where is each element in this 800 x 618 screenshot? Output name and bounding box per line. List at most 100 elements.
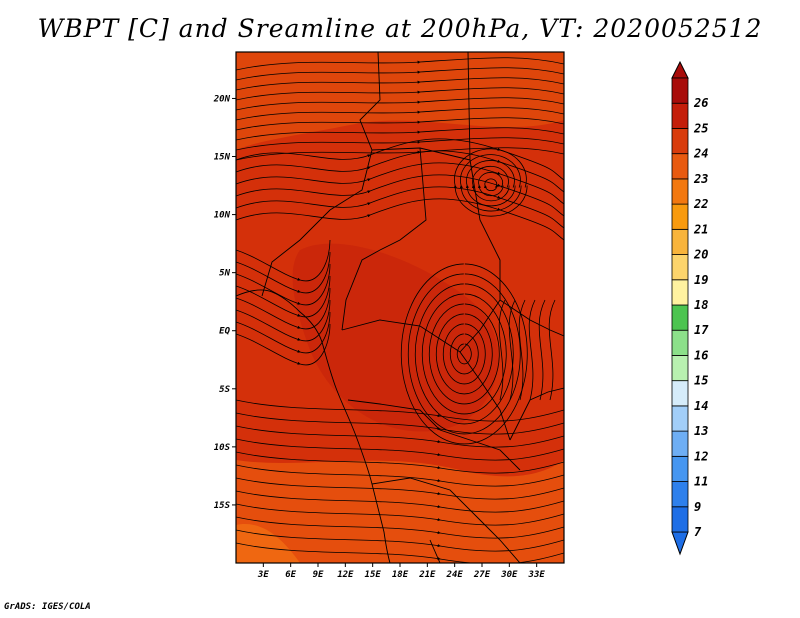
west-coastline	[236, 289, 391, 563]
colorbar-label: 16	[694, 348, 708, 362]
streamline	[400, 263, 528, 445]
colorbar: 7 9 11 12 13 14 15 16 17 18 19 20 21 22 23 24 25 26	[671, 60, 709, 556]
lat-tick-label: 10N	[214, 211, 231, 221]
colorbar-swatch	[671, 304, 689, 331]
lon-tick-label: 15E	[365, 570, 382, 580]
colorbar-label: 18	[694, 298, 708, 312]
longitude-axis: 3E 6E 9E 12E 15E 18E 21E 24E 27E 30E 33E	[257, 563, 545, 580]
streamline	[236, 137, 564, 151]
border-horn	[499, 299, 564, 337]
streamline	[236, 117, 564, 131]
colorbar-swatch	[671, 380, 689, 407]
streamline	[518, 299, 526, 401]
streamline	[236, 87, 564, 101]
streamline	[236, 57, 564, 71]
colorbar-top-arrow	[671, 60, 689, 79]
streamline	[236, 399, 564, 422]
lon-tick-label: 3E	[257, 570, 269, 580]
streamline	[459, 154, 522, 212]
colorbar-swatch	[671, 228, 689, 255]
lat-tick-label: 20N	[213, 94, 231, 104]
streamline	[508, 299, 516, 401]
lon-tick-label: 33E	[528, 570, 546, 580]
colorbar-swatch	[671, 77, 689, 104]
streamline	[236, 425, 564, 448]
colorbar-label: 21	[693, 222, 708, 236]
lat-tick-label: 10S	[214, 443, 231, 453]
streamline	[236, 287, 331, 330]
lat-tick-label: 15N	[214, 153, 231, 163]
colorbar-label: 7	[694, 525, 702, 539]
colorbar-swatch	[671, 405, 689, 432]
streamline	[236, 150, 564, 193]
lon-tick-label: 24E	[446, 570, 464, 580]
streamline	[414, 283, 514, 425]
streamline	[236, 162, 564, 205]
streamline	[453, 148, 528, 217]
colorbar-label: 24	[693, 147, 708, 161]
streamline	[435, 313, 493, 395]
lon-tick-label: 18E	[392, 570, 409, 580]
streamline	[236, 516, 564, 539]
colorbar-label: 25	[693, 121, 708, 135]
streamline	[465, 160, 516, 207]
streamline	[236, 438, 564, 461]
streamline	[236, 412, 564, 435]
streamline	[471, 165, 510, 202]
colorbar-bottom-arrow	[671, 531, 689, 556]
colorbar-label: 19	[694, 273, 708, 287]
streamline	[236, 503, 564, 526]
streamline	[236, 451, 564, 474]
lon-tick-label: 21E	[418, 570, 436, 580]
streamline	[236, 97, 564, 111]
colorbar-label: 26	[693, 96, 708, 110]
colorbar-swatch	[671, 128, 689, 155]
colorbar-label: 23	[693, 172, 708, 186]
colorbar-swatch	[671, 455, 689, 482]
streamline	[236, 67, 564, 81]
border-southern	[371, 477, 521, 563]
streamline	[236, 299, 331, 342]
colorbar-swatch	[671, 153, 689, 180]
streamline	[236, 138, 564, 181]
streamline	[483, 178, 498, 192]
colorbar-label: 12	[694, 449, 708, 463]
colorbar-label: 14	[694, 399, 708, 413]
lat-tick-label: 5S	[219, 385, 230, 395]
streamline	[236, 127, 564, 141]
streamline	[449, 333, 479, 375]
colorbar-swatch	[671, 329, 689, 356]
streamline	[442, 323, 486, 385]
streamline	[236, 263, 331, 306]
streamline	[456, 343, 472, 365]
lat-tick-label: 15S	[214, 501, 231, 511]
streamline	[528, 299, 536, 401]
streamline	[236, 107, 564, 121]
colorbar-swatch	[671, 506, 689, 533]
colorbar-swatch	[671, 178, 689, 205]
streamline	[428, 303, 500, 405]
latitude-axis: 20N 15N 10N 5N EQ 5S 10S 15S	[213, 94, 236, 511]
border-central	[341, 147, 427, 331]
streamline	[236, 198, 564, 241]
streamline	[236, 542, 564, 563]
streamline	[236, 490, 564, 513]
colorbar-swatch	[671, 279, 689, 306]
shading-southwest-corner	[236, 524, 300, 563]
colorbar-label: 22	[693, 197, 708, 211]
colorbar-label: 20	[693, 248, 708, 262]
streamline	[236, 477, 564, 500]
colorbar-label: 9	[694, 500, 701, 514]
colorbar-swatch	[671, 355, 689, 382]
colorbar-swatch	[671, 481, 689, 508]
colorbar-label: 15	[694, 374, 708, 388]
shading-north	[236, 52, 564, 150]
streamline	[236, 174, 564, 217]
colorbar-label: 11	[694, 475, 708, 489]
streamline	[236, 323, 331, 366]
colorbar-swatch	[671, 203, 689, 230]
credit-text: GrADS: IGES/COLA	[4, 602, 91, 612]
shading-center	[292, 243, 499, 432]
lon-tick-label: 6E	[285, 570, 296, 580]
